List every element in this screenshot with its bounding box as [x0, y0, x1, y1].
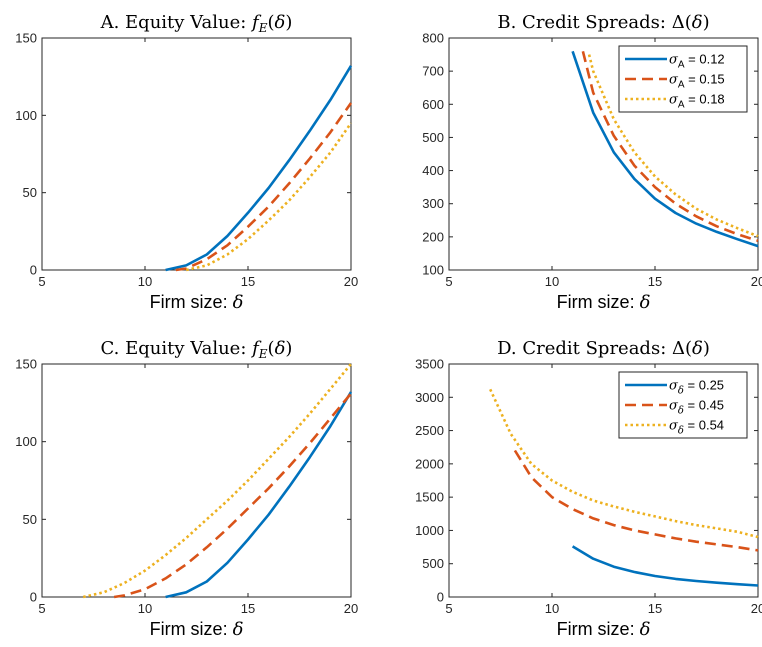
legend-box: [618, 371, 748, 439]
x-tick-label: 5: [445, 601, 452, 616]
y-tick-label: 2000: [415, 456, 444, 471]
x-tick-label: 10: [138, 274, 152, 289]
y-tick-label: 1500: [415, 490, 444, 505]
y-tick-label: 50: [23, 512, 37, 527]
y-tick-label: 3500: [415, 357, 444, 372]
y-tick-label: 100: [422, 263, 444, 278]
legend-label-2: σδ = 0.45: [669, 398, 724, 417]
series-line-1: [571, 545, 759, 587]
x-tick-label: 20: [751, 601, 762, 616]
x-tick-label: 5: [38, 601, 45, 616]
y-tick-label: 800: [422, 31, 444, 46]
chart-b: B. Credit Spreads: Δ(δ) 5 10 15 20 100 200 300 4…: [422, 12, 762, 313]
series-line-3: [82, 363, 353, 599]
x-tick-label: 20: [751, 274, 762, 289]
legend-label-1: σA = 0.12: [669, 52, 725, 71]
x-tick-label: 10: [545, 601, 559, 616]
y-tick-label: 150: [15, 357, 37, 372]
axes-box: [41, 37, 352, 271]
series-line-1: [165, 65, 353, 272]
series-line-3: [489, 388, 759, 539]
y-tick-label: 0: [30, 263, 37, 278]
series-line-1: [165, 391, 353, 599]
legend-label-2: σA = 0.15: [669, 72, 725, 91]
y-tick-label: 1000: [415, 523, 444, 538]
series-line-2: [175, 102, 353, 272]
legend-label-3: σA = 0.18: [669, 92, 725, 111]
y-tick-label: 150: [15, 31, 37, 46]
chart-a: A. Equity Value: fE(δ) 5 10 15 20 0 50 100 150 Fi…: [15, 12, 358, 313]
series-line-1: [571, 50, 759, 248]
y-tick-label: 3000: [415, 390, 444, 405]
x-tick-label: 5: [38, 274, 45, 289]
y-tick-label: 400: [422, 163, 444, 178]
y-tick-label: 100: [15, 108, 37, 123]
y-tick-label: 200: [422, 229, 444, 244]
chart-d: D. Credit Spreads: Δ(δ) 5 10 15 20 0 500 1000 15…: [415, 338, 762, 640]
y-tick-label: 100: [15, 434, 37, 449]
series-line-2: [513, 449, 759, 552]
chart-title: A. Equity Value: fE(δ): [100, 12, 293, 35]
x-tick-label: 10: [138, 601, 152, 616]
y-tick-label: 0: [437, 590, 444, 605]
x-tick-label: 15: [648, 601, 662, 616]
x-tick-label: 15: [241, 601, 255, 616]
y-tick-label: 300: [422, 196, 444, 211]
axes-box: [41, 363, 352, 598]
x-axis-label: Firm size: δ: [150, 619, 244, 640]
y-tick-label: 50: [23, 185, 37, 200]
legend-label-3: σδ = 0.54: [669, 418, 724, 437]
x-tick-label: 15: [648, 274, 662, 289]
chart-title: B. Credit Spreads: Δ(δ): [497, 12, 709, 33]
x-tick-label: 20: [344, 601, 358, 616]
x-tick-label: 15: [241, 274, 255, 289]
series-line-3: [185, 122, 353, 272]
chart-c: C. Equity Value: fE(δ) 5 10 15 20 0 50 100 150 Fi…: [15, 338, 358, 640]
series-line-3: [587, 54, 759, 238]
x-tick-label: 20: [344, 274, 358, 289]
x-axis-label: Firm size: δ: [557, 619, 651, 640]
y-tick-label: 500: [422, 130, 444, 145]
y-tick-label: 700: [422, 64, 444, 79]
axes-box: [448, 37, 759, 271]
legend-label-1: σδ = 0.25: [669, 378, 724, 397]
y-tick-label: 2500: [415, 423, 444, 438]
series-line-2: [581, 50, 759, 243]
chart-title: D. Credit Spreads: Δ(δ): [497, 338, 710, 359]
y-tick-label: 0: [30, 590, 37, 605]
y-tick-label: 500: [422, 556, 444, 571]
axes-box: [448, 363, 759, 598]
x-tick-label: 5: [445, 274, 452, 289]
x-tick-label: 10: [545, 274, 559, 289]
legend-box: [618, 45, 748, 113]
x-axis-label: Firm size: δ: [150, 292, 244, 313]
x-axis-label: Firm size: δ: [557, 292, 651, 313]
chart-title: C. Equity Value: fE(δ): [101, 338, 293, 361]
y-tick-label: 600: [422, 97, 444, 112]
